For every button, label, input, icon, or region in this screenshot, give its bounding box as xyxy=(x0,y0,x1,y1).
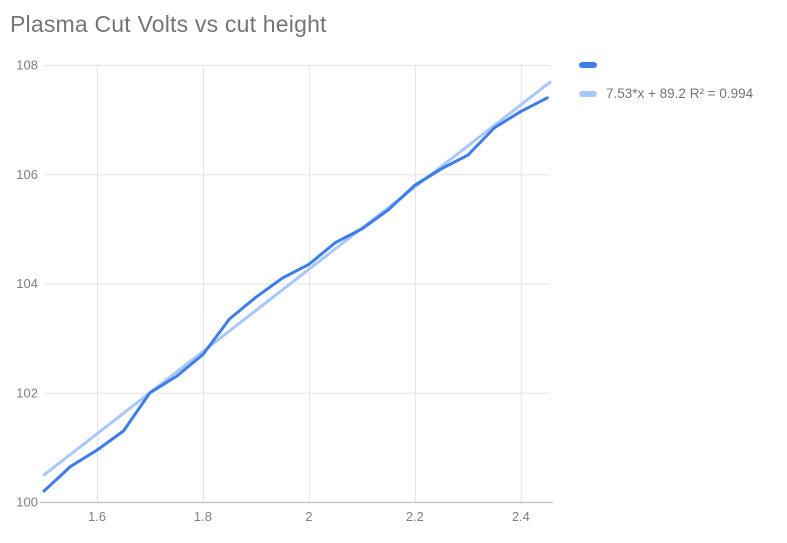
chart-title: Plasma Cut Volts vs cut height xyxy=(10,11,327,37)
x-tick-label: 1.6 xyxy=(88,509,106,524)
legend-entry-trendline[interactable]: 7.53*x + 89.2 R² = 0.994 xyxy=(579,79,753,108)
y-tick-label: 102 xyxy=(16,385,38,400)
y-tick-label: 100 xyxy=(16,495,38,510)
legend: 7.53*x + 89.2 R² = 0.994 xyxy=(579,50,753,108)
legend-label-trendline: 7.53*x + 89.2 R² = 0.994 xyxy=(606,86,754,101)
x-tick-label: 2.4 xyxy=(512,509,530,524)
series-swatch-icon xyxy=(579,61,597,68)
legend-entry-series[interactable] xyxy=(579,50,753,79)
trendline[interactable] xyxy=(42,80,552,477)
x-tick-label: 2 xyxy=(305,509,312,524)
series-line[interactable] xyxy=(42,96,549,493)
trendline-swatch-icon xyxy=(579,90,597,97)
x-tick-label: 1.8 xyxy=(194,509,212,524)
y-tick-label: 104 xyxy=(16,276,38,291)
y-tick-label: 106 xyxy=(16,167,38,182)
x-tick-label: 2.2 xyxy=(406,509,424,524)
y-tick-label: 108 xyxy=(16,58,38,73)
